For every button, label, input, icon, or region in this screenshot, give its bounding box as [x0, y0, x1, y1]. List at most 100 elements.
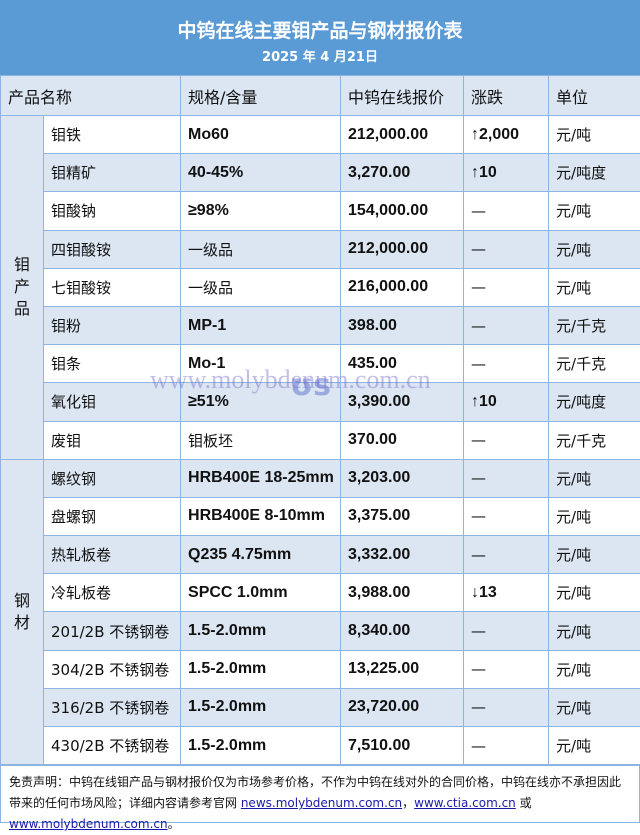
- cell-unit: 元/吨: [549, 116, 640, 154]
- sep: 或: [516, 796, 532, 810]
- cell-name: 钼条: [44, 345, 181, 383]
- cell-change: —: [464, 459, 549, 497]
- cell-price: 3,332.00: [341, 536, 464, 574]
- cell-name: 钼酸钠: [44, 192, 181, 230]
- cell-name: 201/2B 不锈钢卷: [44, 612, 181, 650]
- sep: 。: [168, 817, 180, 831]
- cell-spec: Mo60: [181, 116, 341, 154]
- cell-price: 398.00: [341, 306, 464, 344]
- cell-name: 钼铁: [44, 116, 181, 154]
- cell-unit: 元/吨: [549, 459, 640, 497]
- cell-name: 430/2B 不锈钢卷: [44, 727, 181, 765]
- report-date: 2025 年 4 月21日: [0, 46, 640, 65]
- cell-change: —: [464, 497, 549, 535]
- cell-price: 154,000.00: [341, 192, 464, 230]
- cell-unit: 元/吨: [549, 497, 640, 535]
- cell-unit: 元/千克: [549, 306, 640, 344]
- cell-unit: 元/吨: [549, 268, 640, 306]
- cell-change: —: [464, 268, 549, 306]
- col-header-spec: 规格/含量: [181, 76, 341, 116]
- column-header-row: 产品名称 规格/含量 中钨在线报价 涨跌 单位: [1, 76, 640, 116]
- link-news[interactable]: news.molybdenum.com.cn: [241, 796, 402, 810]
- page-title: 中钨在线主要钼产品与钢材报价表: [0, 0, 640, 46]
- cell-spec: HRB400E 18-25mm: [181, 459, 341, 497]
- cell-name: 废钼: [44, 421, 181, 459]
- cell-change: —: [464, 650, 549, 688]
- cell-unit: 元/吨: [549, 574, 640, 612]
- cell-spec: SPCC 1.0mm: [181, 574, 341, 612]
- cell-name: 钼粉: [44, 306, 181, 344]
- cell-price: 3,375.00: [341, 497, 464, 535]
- cell-unit: 元/千克: [549, 345, 640, 383]
- cell-name: 四钼酸铵: [44, 230, 181, 268]
- cell-spec: 40-45%: [181, 154, 341, 192]
- cell-spec: ≥98%: [181, 192, 341, 230]
- group-label: 钼产品: [1, 116, 44, 460]
- cell-change: —: [464, 727, 549, 765]
- cell-unit: 元/吨: [549, 230, 640, 268]
- cell-price: 3,988.00: [341, 574, 464, 612]
- cell-spec: ≥51%: [181, 383, 341, 421]
- cell-unit: 元/吨: [549, 727, 640, 765]
- cell-unit: 元/吨: [549, 536, 640, 574]
- cell-change: —: [464, 421, 549, 459]
- link-molybdenum[interactable]: www.molybdenum.com.cn: [9, 817, 168, 831]
- cell-spec: 1.5-2.0mm: [181, 688, 341, 726]
- cell-spec: 1.5-2.0mm: [181, 727, 341, 765]
- cell-price: 212,000.00: [341, 116, 464, 154]
- cell-change: —: [464, 536, 549, 574]
- cell-price: 3,203.00: [341, 459, 464, 497]
- cell-change: —: [464, 192, 549, 230]
- table-header-banner: 中钨在线主要钼产品与钢材报价表 2025 年 4 月21日: [0, 0, 640, 75]
- cell-price: 3,270.00: [341, 154, 464, 192]
- cell-change: —: [464, 345, 549, 383]
- col-header-change: 涨跌: [464, 76, 549, 116]
- cell-price: 7,510.00: [341, 727, 464, 765]
- cell-change: —: [464, 612, 549, 650]
- cell-name: 冷轧板卷: [44, 574, 181, 612]
- cell-spec: HRB400E 8-10mm: [181, 497, 341, 535]
- link-ctia[interactable]: www.ctia.com.cn: [414, 796, 516, 810]
- cell-unit: 元/吨: [549, 612, 640, 650]
- col-header-price: 中钨在线报价: [341, 76, 464, 116]
- cell-unit: 元/吨: [549, 192, 640, 230]
- cell-name: 304/2B 不锈钢卷: [44, 650, 181, 688]
- col-header-name: 产品名称: [1, 76, 181, 116]
- cell-change: ↑10: [464, 154, 549, 192]
- cell-spec: Mo-1: [181, 345, 341, 383]
- cell-price: 370.00: [341, 421, 464, 459]
- cell-unit: 元/吨度: [549, 154, 640, 192]
- cell-change: —: [464, 688, 549, 726]
- cell-change: —: [464, 230, 549, 268]
- cell-name: 螺纹钢: [44, 459, 181, 497]
- cell-name: 热轧板卷: [44, 536, 181, 574]
- cell-change: ↑10: [464, 383, 549, 421]
- cell-spec: 一级品: [181, 230, 341, 268]
- cell-spec: 1.5-2.0mm: [181, 650, 341, 688]
- cell-price: 212,000.00: [341, 230, 464, 268]
- cell-spec: MP-1: [181, 306, 341, 344]
- cell-change: —: [464, 306, 549, 344]
- cell-name: 钼精矿: [44, 154, 181, 192]
- cell-price: 8,340.00: [341, 612, 464, 650]
- cell-price: 13,225.00: [341, 650, 464, 688]
- cell-spec: 1.5-2.0mm: [181, 612, 341, 650]
- cell-spec: 钼板坯: [181, 421, 341, 459]
- cell-price: 216,000.00: [341, 268, 464, 306]
- cell-change: ↑2,000: [464, 116, 549, 154]
- cell-unit: 元/千克: [549, 421, 640, 459]
- cell-unit: 元/吨: [549, 688, 640, 726]
- cell-price: 3,390.00: [341, 383, 464, 421]
